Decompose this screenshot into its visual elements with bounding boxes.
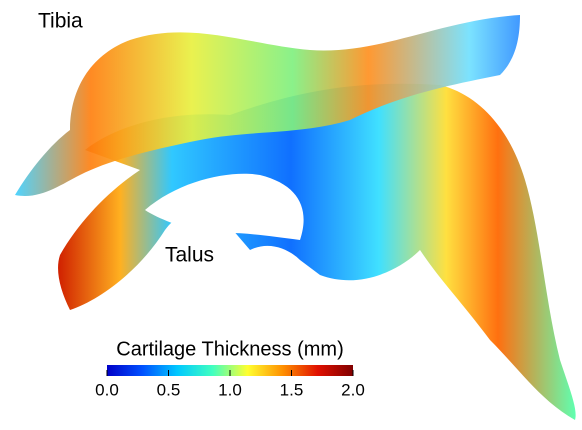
colorbar-tick-label: 1.0 — [218, 380, 242, 399]
colorbar-tick-label: 1.5 — [280, 380, 304, 399]
tibia-label: Tibia — [38, 10, 83, 33]
colorbar-tick-label: 2.0 — [341, 380, 365, 399]
colorbar-tick-label: 0.0 — [95, 380, 119, 399]
colorbar-title: Cartilage Thickness (mm) — [116, 338, 343, 360]
colorbar-tick-label: 0.5 — [157, 380, 181, 399]
figure: Tibia Talus Cartilage Thickness (mm) 0.0… — [0, 0, 582, 425]
talus-label: Talus — [165, 244, 214, 267]
